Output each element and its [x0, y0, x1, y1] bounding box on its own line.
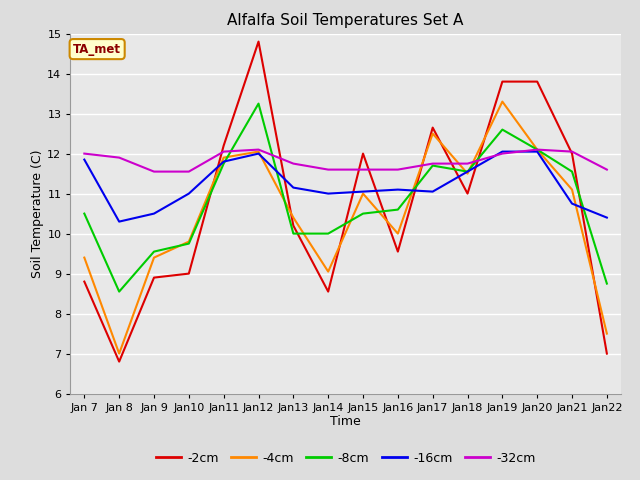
- -8cm: [359, 211, 367, 216]
- -2cm: [499, 79, 506, 84]
- -16cm: [499, 149, 506, 155]
- -32cm: [81, 151, 88, 156]
- -4cm: [464, 171, 472, 177]
- -4cm: [255, 149, 262, 155]
- -16cm: [185, 191, 193, 196]
- -32cm: [603, 167, 611, 172]
- -4cm: [220, 155, 227, 160]
- -8cm: [603, 281, 611, 287]
- -8cm: [499, 127, 506, 132]
- -32cm: [464, 161, 472, 167]
- X-axis label: Time: Time: [330, 415, 361, 429]
- Line: -16cm: -16cm: [84, 152, 607, 222]
- -32cm: [220, 149, 227, 155]
- -8cm: [568, 168, 576, 174]
- -32cm: [568, 149, 576, 155]
- -8cm: [533, 147, 541, 153]
- Text: TA_met: TA_met: [73, 43, 121, 56]
- -8cm: [429, 163, 436, 168]
- -2cm: [289, 223, 297, 228]
- Legend: -2cm, -4cm, -8cm, -16cm, -32cm: -2cm, -4cm, -8cm, -16cm, -32cm: [151, 447, 540, 469]
- Line: -32cm: -32cm: [84, 150, 607, 171]
- -16cm: [324, 191, 332, 196]
- -8cm: [150, 249, 158, 254]
- -2cm: [185, 271, 193, 276]
- -4cm: [185, 239, 193, 244]
- -4cm: [429, 131, 436, 136]
- -16cm: [603, 215, 611, 220]
- -16cm: [255, 151, 262, 156]
- -2cm: [568, 151, 576, 156]
- -4cm: [81, 255, 88, 261]
- -2cm: [429, 125, 436, 131]
- -16cm: [464, 168, 472, 174]
- Line: -8cm: -8cm: [84, 104, 607, 291]
- -16cm: [81, 156, 88, 162]
- -16cm: [115, 219, 123, 225]
- -2cm: [533, 79, 541, 84]
- -8cm: [394, 207, 402, 213]
- -32cm: [185, 168, 193, 174]
- -4cm: [533, 147, 541, 153]
- -8cm: [464, 168, 472, 174]
- Line: -2cm: -2cm: [84, 42, 607, 361]
- -32cm: [289, 161, 297, 167]
- -2cm: [603, 351, 611, 357]
- -32cm: [499, 151, 506, 156]
- -32cm: [150, 168, 158, 174]
- -2cm: [220, 143, 227, 148]
- -32cm: [359, 167, 367, 172]
- -4cm: [568, 187, 576, 192]
- -32cm: [394, 167, 402, 172]
- -16cm: [429, 189, 436, 194]
- -16cm: [289, 185, 297, 191]
- -4cm: [150, 255, 158, 261]
- -4cm: [499, 99, 506, 105]
- -8cm: [289, 231, 297, 237]
- -4cm: [289, 215, 297, 220]
- -8cm: [185, 240, 193, 247]
- -8cm: [255, 101, 262, 107]
- -8cm: [115, 288, 123, 294]
- -32cm: [115, 155, 123, 160]
- -4cm: [603, 331, 611, 336]
- -16cm: [568, 201, 576, 206]
- -16cm: [220, 159, 227, 165]
- -2cm: [115, 359, 123, 364]
- -2cm: [324, 288, 332, 294]
- -16cm: [359, 189, 367, 194]
- -2cm: [464, 191, 472, 196]
- Y-axis label: Soil Temperature (C): Soil Temperature (C): [31, 149, 44, 278]
- -2cm: [81, 279, 88, 285]
- -8cm: [220, 161, 227, 167]
- -32cm: [324, 167, 332, 172]
- -4cm: [394, 231, 402, 237]
- -4cm: [115, 351, 123, 357]
- -16cm: [150, 211, 158, 216]
- -2cm: [150, 275, 158, 280]
- -32cm: [429, 161, 436, 167]
- -8cm: [81, 211, 88, 216]
- -32cm: [533, 147, 541, 153]
- -4cm: [324, 269, 332, 275]
- -16cm: [394, 187, 402, 192]
- -2cm: [359, 151, 367, 156]
- -8cm: [324, 231, 332, 237]
- -2cm: [394, 249, 402, 254]
- -32cm: [255, 147, 262, 153]
- Line: -4cm: -4cm: [84, 102, 607, 354]
- -4cm: [359, 191, 367, 196]
- -2cm: [255, 39, 262, 45]
- -16cm: [533, 149, 541, 155]
- Title: Alfalfa Soil Temperatures Set A: Alfalfa Soil Temperatures Set A: [227, 13, 464, 28]
